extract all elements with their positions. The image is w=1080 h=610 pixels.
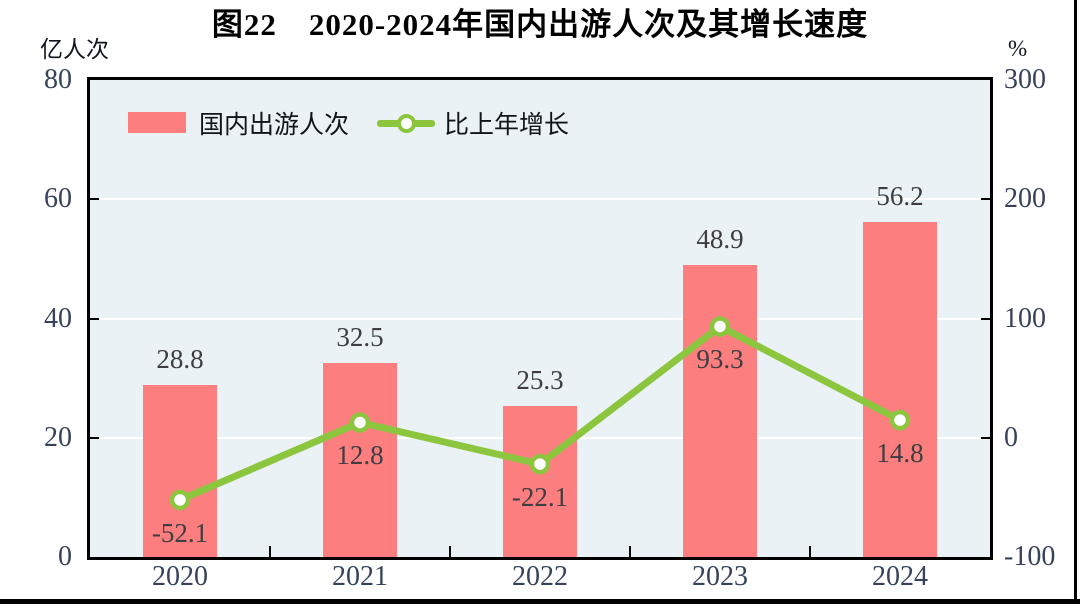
line-swatch-marker-icon (397, 113, 417, 133)
left-axis-tick-label: 20 (44, 421, 72, 453)
right-axis-tick-label: -100 (1004, 541, 1056, 572)
right-axis-tick-label: 300 (1004, 64, 1046, 95)
x-axis-tick (449, 546, 451, 557)
x-category-label: 2023 (692, 561, 748, 592)
line-series-swatch (377, 112, 436, 134)
x-category-label: 2021 (332, 561, 388, 592)
legend: 国内出游人次 比上年增长 (128, 110, 569, 139)
left-axis-tick (90, 436, 99, 439)
bar (683, 265, 757, 557)
left-axis-tick (90, 198, 99, 201)
left-axis-tick-label: 80 (44, 64, 72, 95)
growth-value-label: -52.1 (151, 517, 209, 548)
growth-line-layer (169, 316, 911, 511)
line-point-marker (889, 409, 911, 431)
line-point-marker (709, 316, 731, 337)
growth-value-label: 14.8 (876, 438, 924, 469)
growth-value-label: -22.1 (511, 482, 569, 513)
page-bottom-rule (0, 599, 1080, 604)
right-axis-tick (981, 436, 990, 439)
page-right-rule (1074, 0, 1077, 604)
bar-value-label: 25.3 (516, 365, 564, 396)
gridline (90, 317, 990, 320)
growth-value-label: 93.3 (696, 344, 744, 375)
bar-value-label: 28.8 (156, 344, 204, 375)
left-axis-tick (90, 317, 99, 320)
line-series-label: 比上年增长 (444, 111, 570, 139)
x-axis-tick (809, 546, 811, 557)
right-axis-tick (981, 198, 990, 201)
plot-area: 国内出游人次 比上年增长 28.8 32.5 25.3 48.9 56.2 -52.1 12… (87, 77, 993, 560)
bar (323, 363, 397, 557)
bar (863, 221, 937, 557)
bar-value-label: 56.2 (876, 180, 924, 211)
left-axis-tick-label: 60 (44, 183, 72, 215)
bar-value-label: 32.5 (336, 322, 384, 353)
x-category-label: 2020 (152, 561, 208, 592)
x-category-label: 2024 (872, 561, 928, 592)
bar (143, 385, 217, 557)
line-point-marker (349, 412, 371, 433)
right-axis-tick (981, 317, 990, 320)
right-axis-tick-label: 100 (1004, 302, 1046, 334)
gridline (90, 198, 990, 201)
x-axis-tick (629, 546, 631, 557)
x-category-label: 2022 (512, 561, 568, 592)
line-point-marker (529, 453, 551, 475)
growth-value-label: 12.8 (336, 440, 384, 471)
bar-value-label: 48.9 (696, 224, 744, 255)
chart-title: 图22 2020-2024年国内出游人次及其增长速度 (211, 7, 869, 42)
left-axis-tick-label: 0 (58, 541, 72, 572)
bar-series-swatch (128, 112, 186, 133)
right-axis-tick-label: 0 (1004, 421, 1018, 453)
right-axis-unit-label: % (1008, 36, 1028, 61)
left-axis-unit-label: 亿人次 (40, 37, 109, 62)
right-axis-tick-label: 200 (1004, 183, 1046, 215)
line-point-marker (169, 489, 191, 511)
x-axis-tick (269, 546, 271, 557)
bar-series-label: 国内出游人次 (199, 111, 350, 139)
bar (503, 406, 577, 557)
left-axis-tick-label: 40 (44, 302, 72, 334)
